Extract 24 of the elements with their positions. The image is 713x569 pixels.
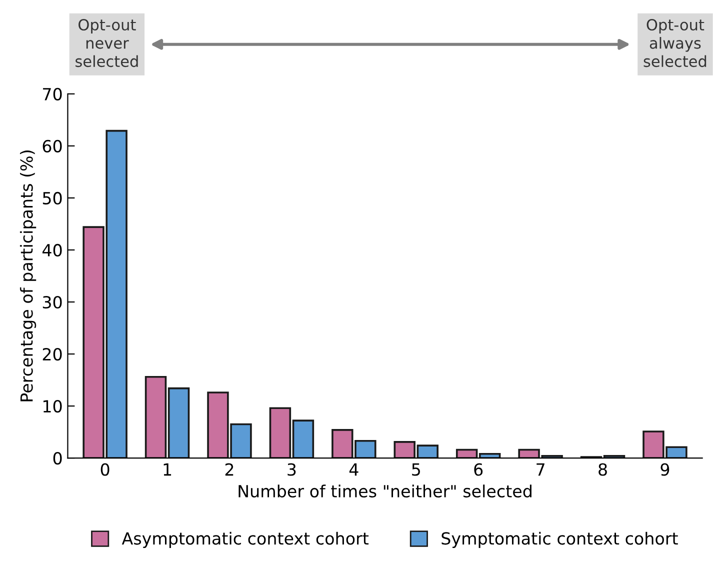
y-tick-label: 40: [42, 244, 62, 257]
x-tick-label: 9: [660, 463, 670, 476]
x-tick-label: 3: [288, 463, 296, 476]
y-tick-label: 60: [42, 140, 62, 152]
legend-label: Symptomatic context cohort: [442, 532, 678, 548]
y-tick-label: 50: [42, 192, 62, 204]
y-tick-label: 10: [43, 400, 62, 413]
y-axis-title: Percentage of participants (%): [20, 150, 36, 402]
x-tick-label: 1: [164, 463, 172, 476]
text: Opt-out always selected: [644, 18, 706, 68]
x-tick-label: 4: [349, 463, 358, 476]
x-tick-label: 0: [100, 463, 110, 476]
y-tick-label: 20: [42, 348, 62, 361]
y-tick-label: 70: [43, 88, 62, 100]
x-axis-title: Number of times "neither" selected: [238, 484, 532, 498]
x-tick-label: 7: [536, 463, 544, 476]
x-tick-label: 8: [598, 463, 607, 476]
x-tick-label: 5: [412, 463, 420, 476]
y-tick-label: 0: [53, 452, 62, 465]
text: Opt-out never selected: [76, 18, 138, 68]
y-tick-label: 30: [42, 296, 62, 309]
legend-label: Asymptomatic context cohort: [122, 532, 369, 548]
x-tick-label: 6: [474, 463, 483, 476]
x-tick-label: 2: [225, 463, 234, 476]
